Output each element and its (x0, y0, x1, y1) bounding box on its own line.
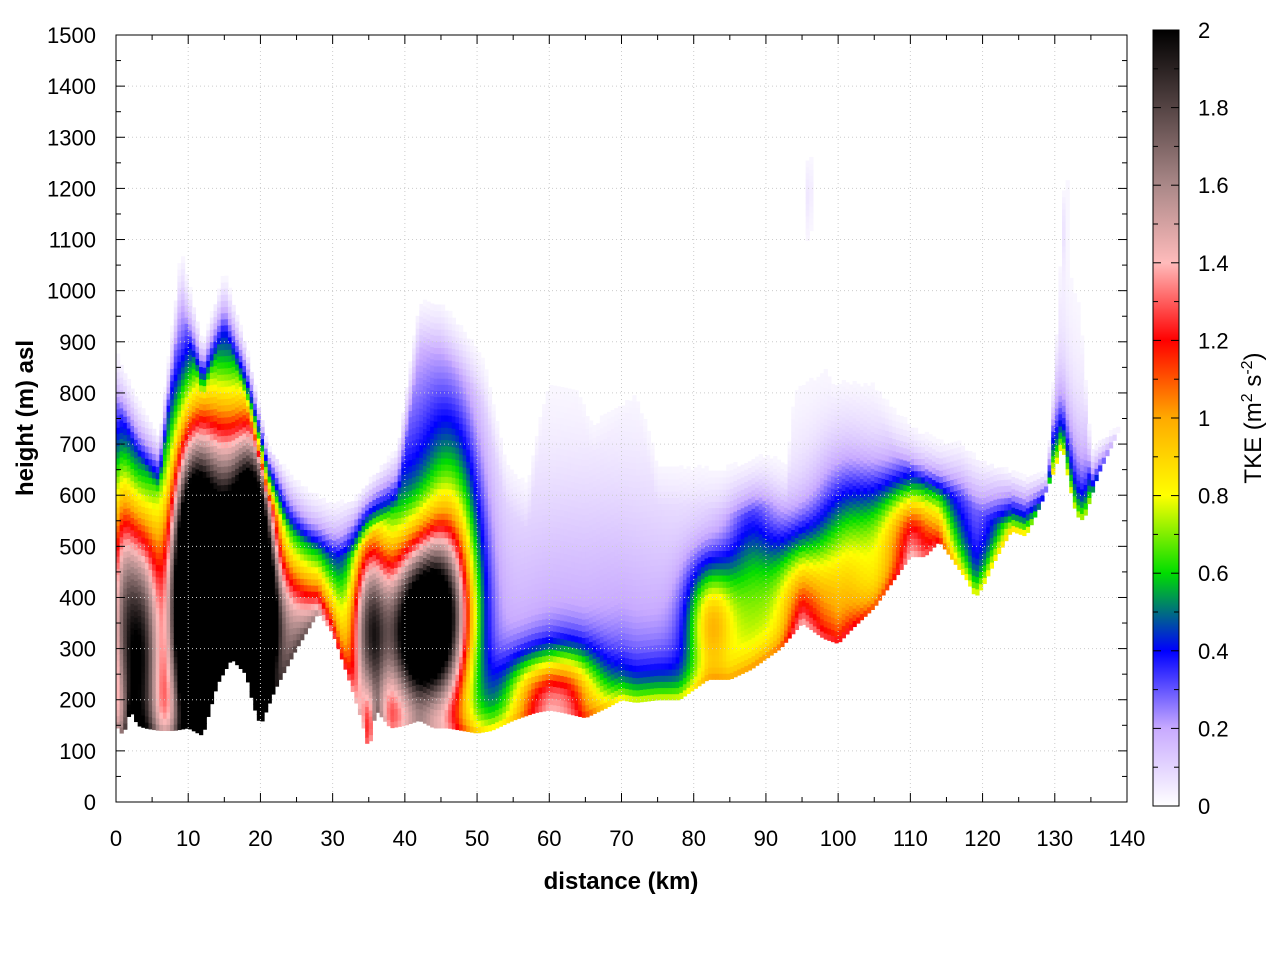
x-tick-label: 20 (248, 826, 272, 851)
y-tick-label: 1500 (47, 23, 96, 48)
x-tick-label: 0 (110, 826, 122, 851)
colorbar-tick-label: 0.8 (1198, 484, 1229, 509)
x-tick-label: 90 (754, 826, 778, 851)
colorbar-title-sup1: 2 (1239, 393, 1256, 402)
colorbar-title: TKE (m2 s-2) (1239, 352, 1267, 483)
y-tick-label: 200 (59, 688, 96, 713)
x-tick-label: 10 (176, 826, 200, 851)
y-tick-label: 1000 (47, 279, 96, 304)
colorbar-tick-label: 0.6 (1198, 561, 1229, 586)
colorbar-ticks: 0 0.2 0.4 0.6 0.8 1 1.2 1.4 1.6 1.8 2 (1153, 18, 1229, 819)
y-tick-label: 700 (59, 432, 96, 457)
y-tick-label: 800 (59, 381, 96, 406)
y-tick-label: 300 (59, 637, 96, 662)
y-tick-label: 100 (59, 739, 96, 764)
colorbar-tick-label: 1.6 (1198, 173, 1229, 198)
x-tick-label: 50 (465, 826, 489, 851)
heatmap-field (116, 156, 1121, 744)
x-tick-label: 70 (609, 826, 633, 851)
y-tick-label: 0 (84, 790, 96, 815)
x-tick-label: 40 (393, 826, 417, 851)
colorbar-title-mid: s (1240, 375, 1267, 394)
x-tick-label: 130 (1036, 826, 1073, 851)
colorbar-title-suffix: ) (1240, 352, 1267, 360)
y-tick-label: 600 (59, 483, 96, 508)
colorbar-tick-label: 0.4 (1198, 639, 1229, 664)
colorbar-tick-label: 2 (1198, 18, 1210, 43)
y-axis-ticks: 0 100 200 300 400 500 600 700 800 900 1000 1100 1200… (47, 23, 1127, 815)
y-tick-label: 900 (59, 330, 96, 355)
colorbar-title-prefix: TKE (m (1240, 402, 1267, 483)
x-axis-title: distance (km) (544, 868, 699, 895)
x-tick-label: 60 (537, 826, 561, 851)
colorbar-tick-label: 1.2 (1198, 328, 1229, 353)
y-tick-label: 1300 (47, 125, 96, 150)
colorbar-tick-label: 1 (1198, 406, 1210, 431)
colorbar-title-sup2: -2 (1239, 360, 1256, 374)
x-axis-ticks: 0 10 20 30 40 50 60 70 80 90 100 110 120 130 140 (110, 35, 1145, 851)
x-tick-label: 80 (681, 826, 705, 851)
y-tick-label: 400 (59, 585, 96, 610)
x-tick-label: 140 (1109, 826, 1146, 851)
colorbar-tick-label: 1.8 (1198, 96, 1229, 121)
y-tick-label: 500 (59, 534, 96, 559)
colorbar-tick-label: 0 (1198, 794, 1210, 819)
grid-lines (116, 35, 1127, 802)
x-tick-label: 110 (893, 826, 928, 851)
colorbar-tick-label: 0.2 (1198, 716, 1229, 741)
y-tick-label: 1400 (47, 74, 96, 99)
y-axis-title: height (m) asl (12, 340, 39, 496)
colorbar-tick-label: 1.4 (1198, 251, 1229, 276)
x-tick-label: 100 (820, 826, 857, 851)
y-tick-label: 1200 (47, 176, 96, 201)
x-tick-label: 120 (964, 826, 1001, 851)
y-tick-label: 1100 (49, 228, 96, 253)
x-tick-label: 30 (320, 826, 344, 851)
